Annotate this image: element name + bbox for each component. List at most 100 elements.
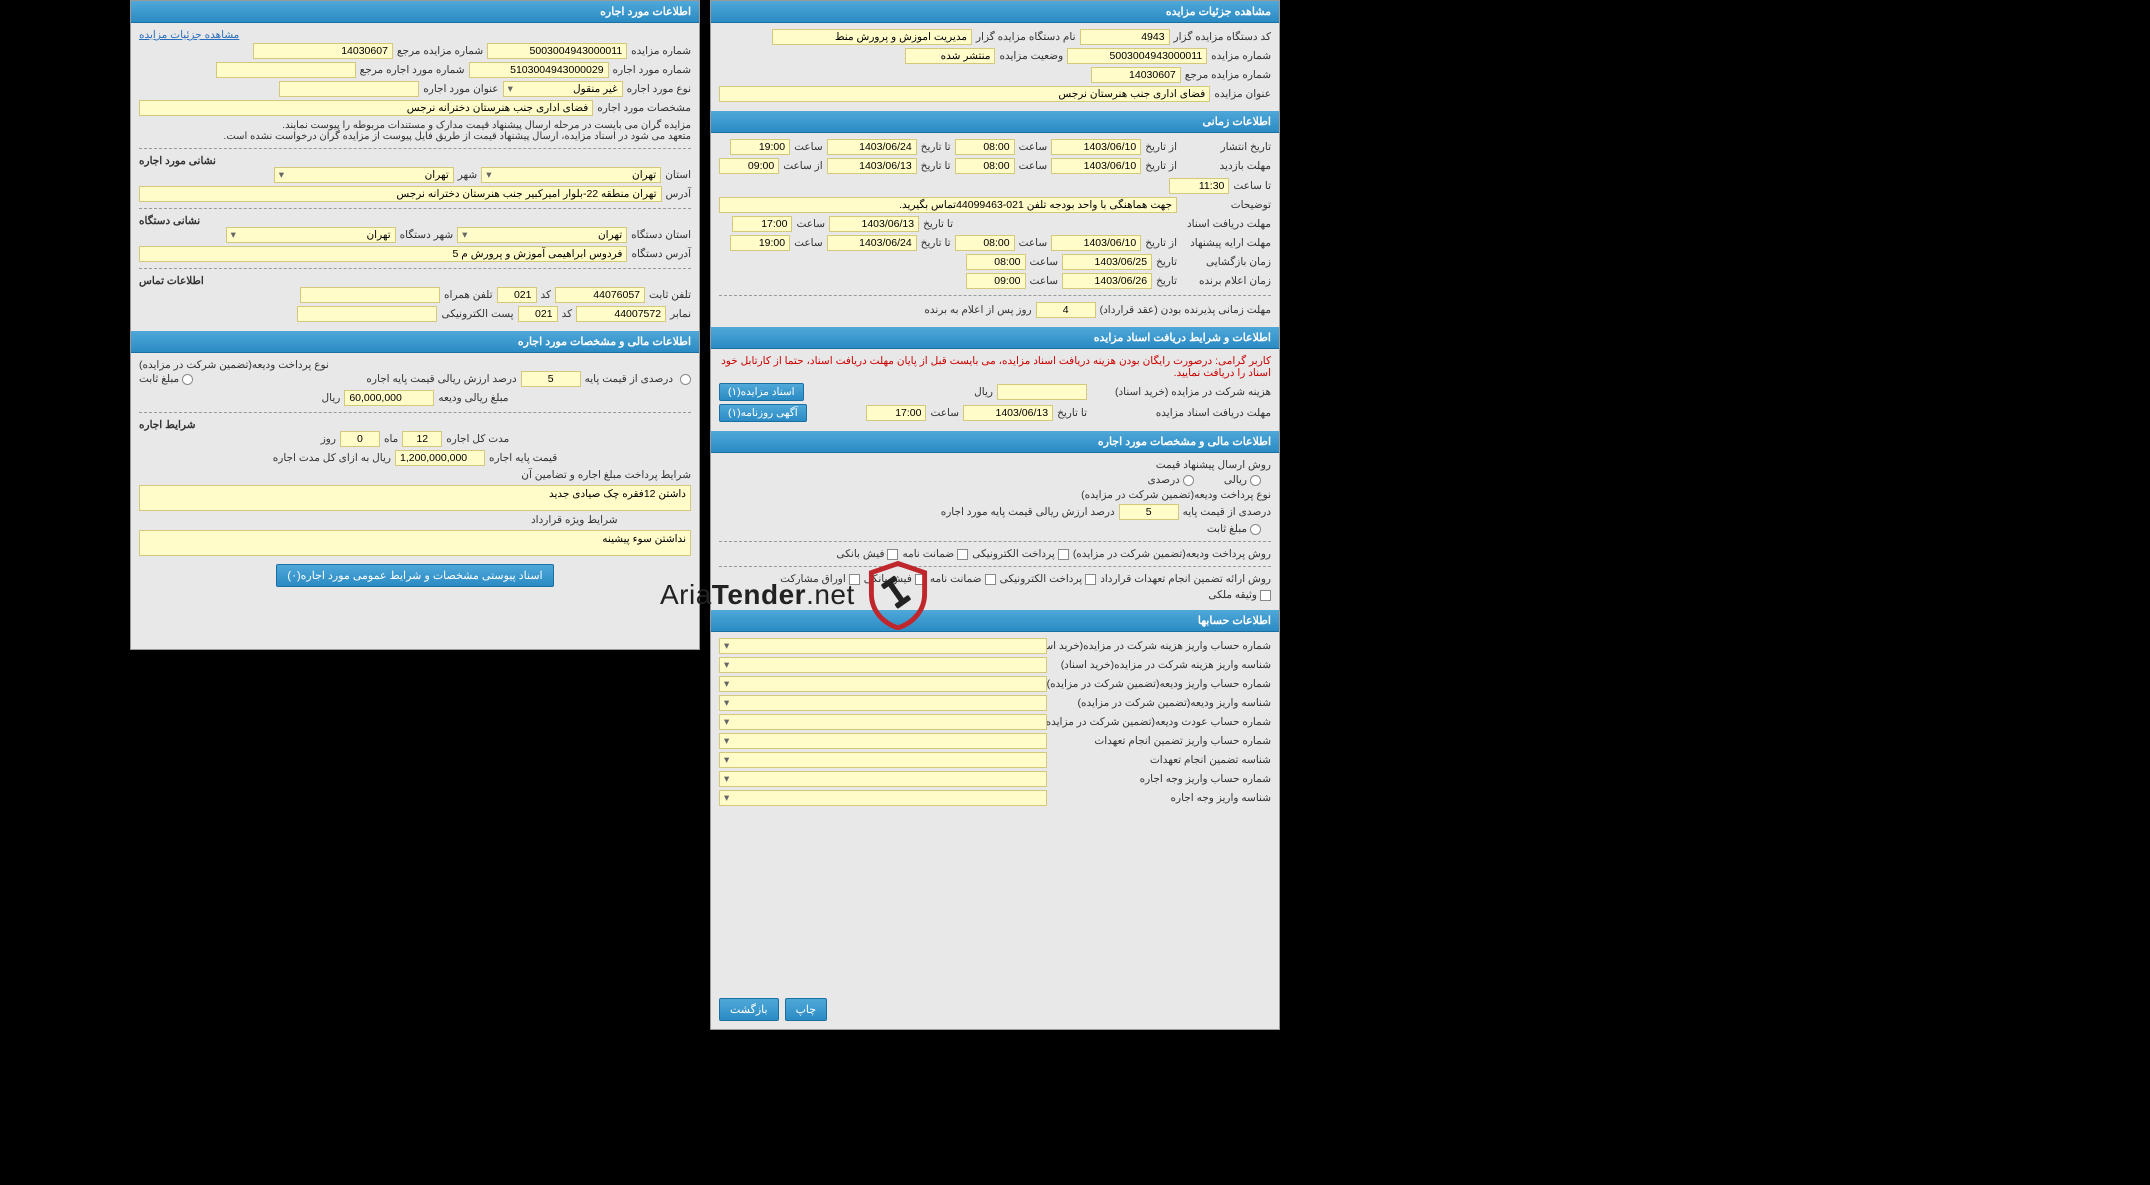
lease-detail-panel: اطلاعات مورد اجاره مشاهده جزئیات مزایده … [130, 0, 700, 650]
footer-buttons: چاپ بازگشت [719, 998, 827, 1021]
label: از تاریخ [1145, 160, 1177, 172]
account-select[interactable] [719, 790, 1047, 806]
label: ساعت [1019, 160, 1048, 172]
chk-guarantee[interactable]: ضمانت نامه [902, 548, 968, 560]
status-field: منتشر شده [905, 48, 995, 64]
account-select[interactable] [719, 752, 1047, 768]
section-body-accounts: شماره حساب واریز هزینه شرکت در مزایده(خر… [711, 632, 1279, 815]
print-button[interactable]: چاپ [785, 998, 828, 1021]
back-button[interactable]: بازگشت [719, 998, 779, 1021]
radio-fixed2[interactable]: مبلغ ثابت [139, 373, 193, 385]
date-field: 1403/06/10 [1051, 158, 1141, 174]
label: شماره مورد اجاره مرجع [360, 64, 465, 76]
cost-field [997, 384, 1087, 400]
account-select[interactable] [719, 733, 1047, 749]
radio-fixed[interactable]: مبلغ ثابت [1207, 523, 1261, 535]
label: توضیحات [1181, 199, 1271, 211]
label: درصد ارزش ریالی قیمت پایه اجاره [366, 373, 516, 385]
sub-heading: شرایط اجاره [139, 419, 691, 431]
base-price-field: 1,200,000,000 [395, 450, 485, 466]
radio-rial[interactable]: ریالی [1224, 474, 1261, 486]
chk-epay[interactable]: پرداخت الکترونیکی [972, 548, 1069, 560]
chk-bankslip[interactable]: فیش بانکی [836, 548, 898, 560]
account-select[interactable] [719, 695, 1047, 711]
label: آدرس [666, 188, 691, 200]
percent-field: 5 [1119, 504, 1179, 520]
label: نوع پرداخت ودیعه(تضمین شرکت در مزایده) [1081, 489, 1271, 501]
section-body-lease: مشاهده جزئیات مزایده شماره مزایده 500300… [131, 23, 699, 331]
label: شناسه واریز وجه اجاره [1051, 792, 1271, 804]
label: ریال به ازای کل مدت اجاره [273, 452, 391, 464]
label: نوع پرداخت ودیعه(تضمین شرکت در مزایده) [139, 359, 691, 371]
section-body-docs: کاربر گرامی: درصورت رایگان بودن هزینه در… [711, 349, 1279, 431]
sub-heading: اطلاعات تماس [139, 275, 691, 287]
label: شماره مورد اجاره [613, 64, 691, 76]
docs-button[interactable]: اسناد مزایده(۱) [719, 383, 804, 401]
separator [139, 268, 691, 269]
label: نوع مورد اجاره [627, 83, 691, 95]
account-select[interactable] [719, 657, 1047, 673]
address-field: تهران منطقه 22-بلوار امیرکبیر جنب هنرستا… [139, 186, 662, 202]
label: تاریخ [1156, 256, 1177, 268]
lease-no-field: 5103004943000029 [469, 62, 609, 78]
label: استان [665, 169, 691, 181]
separator [719, 541, 1271, 542]
label: ساعت [1019, 237, 1048, 249]
time-field: 08:00 [955, 139, 1015, 155]
time-field: 08:00 [966, 254, 1026, 270]
label: تلفن ثابت [649, 289, 691, 301]
chk-guarantee2[interactable]: ضمانت نامه [930, 573, 996, 585]
label: مبلغ ریالی ودیعه [438, 392, 508, 404]
month-field: 12 [402, 431, 442, 447]
account-select[interactable] [719, 771, 1047, 787]
city-select[interactable]: تهران [274, 167, 454, 183]
label: هزینه شرکت در مزایده (خرید اسناد) [1091, 386, 1271, 398]
label: روز پس از اعلام به برنده [924, 304, 1031, 316]
newspaper-button[interactable]: آگهی روزنامه(۱) [719, 404, 807, 422]
label: مهلت دریافت اسناد [1181, 218, 1271, 230]
email-field [297, 306, 437, 322]
chk-epay2[interactable]: پرداخت الکترونیکی [1000, 573, 1097, 585]
days-field: 4 [1036, 302, 1096, 318]
auction-no-field: 5003004943000011 [1067, 48, 1207, 64]
label: زمان اعلام برنده [1181, 275, 1271, 287]
radio-percent[interactable]: درصدی [1147, 474, 1193, 486]
label: تا تاریخ [921, 141, 951, 153]
code-field: 021 [518, 306, 558, 322]
attachments-button[interactable]: اسناد پیوستی مشخصات و شرایط عمومی مورد ا… [276, 564, 553, 587]
label: ریال [974, 386, 993, 398]
spec-field: فضای اداری جنب هنرستان دخترانه نرجس [139, 100, 593, 116]
org-province-select[interactable]: تهران [457, 227, 627, 243]
auction-detail-panel: مشاهده جزئیات مزایده کد دستگاه مزایده گز… [710, 0, 1280, 1030]
section-header-time: اطلاعات زمانی [711, 111, 1279, 133]
label: شماره حساب واریز تضمین انجام تعهدات [1051, 735, 1271, 747]
time-field: 09:00 [719, 158, 779, 174]
label: قیمت پایه اجاره [489, 452, 557, 464]
label: مهلت بازدید [1181, 160, 1271, 172]
account-select[interactable] [719, 676, 1047, 692]
account-select[interactable] [719, 714, 1047, 730]
section-header-financial2: اطلاعات مالی و مشخصات مورد اجاره [131, 331, 699, 353]
section-header-lease: اطلاعات مورد اجاره [131, 1, 699, 23]
view-detail-link[interactable]: مشاهده جزئیات مزایده [139, 29, 239, 41]
chk-bonds[interactable]: اوراق مشارکت [780, 573, 860, 585]
date-field: 1403/06/26 [1062, 273, 1152, 289]
auction-no-field: 5003004943000011 [487, 43, 627, 59]
province-select[interactable]: تهران [481, 167, 661, 183]
lease-type-select[interactable]: غیر منقول [503, 81, 623, 97]
chk-property[interactable]: وثیقه ملکی [1208, 589, 1271, 601]
radio-percent2[interactable] [677, 373, 691, 385]
account-select[interactable] [719, 638, 1047, 654]
code-field: 021 [497, 287, 537, 303]
label: روش ارسال پیشنهاد قیمت [1156, 459, 1271, 471]
label: شرایط ویژه قرارداد [531, 514, 691, 526]
label: تا تاریخ [921, 160, 951, 172]
label: ماه [384, 433, 398, 445]
section-body-time: تاریخ انتشار از تاریخ 1403/06/10 ساعت 08… [711, 133, 1279, 327]
label: روش پرداخت ودیعه(تضمین شرکت در مزایده) [1073, 548, 1271, 560]
org-city-select[interactable]: تهران [226, 227, 396, 243]
chk-bankslip2[interactable]: فیش بانکی [864, 573, 926, 585]
org-code-field: 4943 [1080, 29, 1170, 45]
separator [139, 208, 691, 209]
time-field: 17:00 [732, 216, 792, 232]
